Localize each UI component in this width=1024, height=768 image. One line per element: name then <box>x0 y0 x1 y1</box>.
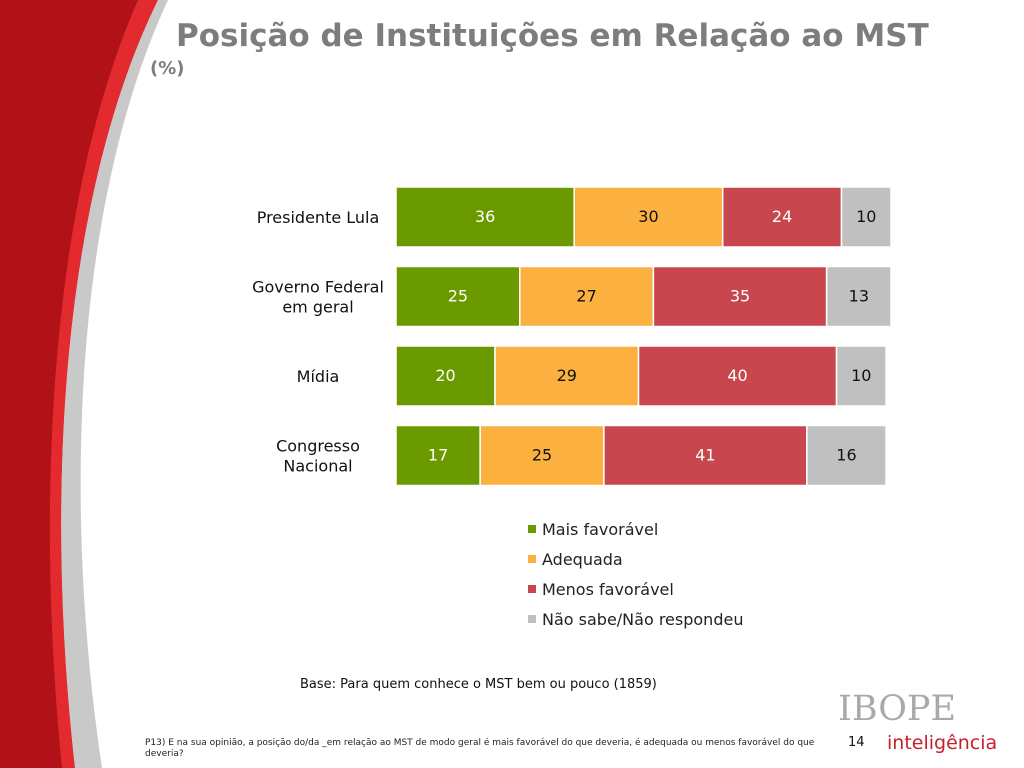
bar-segment <box>494 345 640 407</box>
legend-item: Adequada <box>528 544 743 574</box>
legend-label: Não sabe/Não respondeu <box>542 609 744 629</box>
bar-segment <box>840 186 892 248</box>
data-label: 40 <box>727 366 747 385</box>
bright-red-stripe <box>49 0 159 768</box>
legend-label: Mais favorável <box>542 519 659 539</box>
category-label: Presidente Lula <box>257 208 380 227</box>
data-label: 13 <box>849 287 869 306</box>
inteligencia-logo: inteligência <box>887 732 998 754</box>
base-note: Base: Para quem conhece o MST bem ou pou… <box>300 677 657 692</box>
data-label: 25 <box>532 446 552 465</box>
bar-segment <box>721 186 843 248</box>
data-label: 27 <box>576 287 596 306</box>
data-label: 16 <box>836 446 856 465</box>
gray-curve <box>61 0 168 768</box>
data-label: 30 <box>638 207 658 226</box>
data-label: 41 <box>695 446 715 465</box>
bar-segment <box>603 424 808 487</box>
data-label: 20 <box>435 366 455 385</box>
bar-segment <box>652 265 828 328</box>
chart-subtitle: (%) <box>150 58 185 79</box>
bar-segment <box>835 345 887 407</box>
data-label: 35 <box>730 287 750 306</box>
data-label: 36 <box>475 207 495 226</box>
bar-segment <box>637 345 838 407</box>
bar-segment <box>395 424 481 487</box>
legend-swatch-nao-sabe <box>528 615 536 623</box>
bar-segment <box>806 424 887 487</box>
legend-swatch-adequada <box>528 555 536 563</box>
data-label: 10 <box>851 366 871 385</box>
bar-segment <box>825 265 892 328</box>
legend-item: Mais favorável <box>528 514 743 544</box>
ibope-logo: IBOPE <box>838 689 956 729</box>
red-side-band <box>0 0 158 768</box>
question-footnote: P13) E na sua opinião, a posição do/da _… <box>145 738 815 759</box>
chart-title: Posição de Instituições em Relação ao MS… <box>176 18 929 54</box>
legend-label: Menos favorável <box>542 579 674 599</box>
legend-swatch-menos-favoravel <box>528 585 536 593</box>
bar-segment <box>479 424 605 487</box>
data-label: 17 <box>428 446 448 465</box>
category-label: Governo Federal em geral <box>252 278 384 317</box>
legend-item: Menos favorável <box>528 574 743 604</box>
category-label: Mídia <box>297 367 340 386</box>
legend-item: Não sabe/Não respondeu <box>528 604 743 634</box>
bar-segment <box>519 265 655 328</box>
data-label: 29 <box>557 366 577 385</box>
page-number: 14 <box>848 735 865 750</box>
data-label: 24 <box>772 207 792 226</box>
bar-segment <box>395 265 521 328</box>
chart-legend: Mais favorável Adequada Menos favorável … <box>528 514 743 634</box>
data-label: 25 <box>448 287 468 306</box>
category-label: Congresso Nacional <box>276 437 360 476</box>
legend-label: Adequada <box>542 549 623 569</box>
legend-swatch-mais-favoravel <box>528 525 536 533</box>
bar-segment <box>573 186 724 248</box>
data-label: 10 <box>856 207 876 226</box>
